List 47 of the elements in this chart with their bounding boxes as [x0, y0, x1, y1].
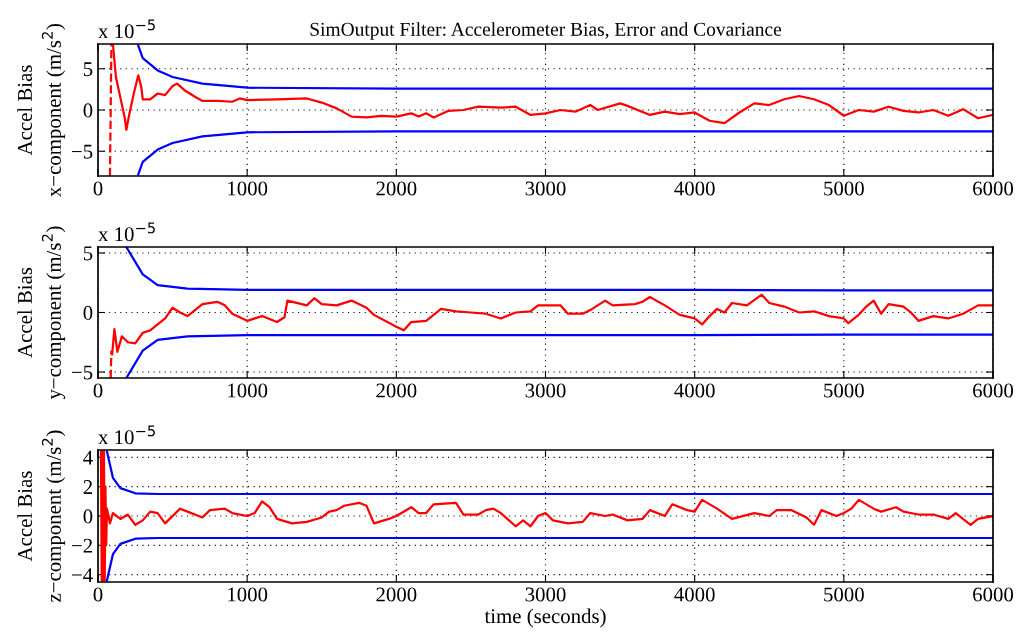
y-axis-title: Accel Bias x−component (m/s$^{2}$)	[17, 24, 66, 197]
x-tick-label: 1000	[228, 587, 268, 602]
x-tick-label: 3000	[525, 383, 566, 398]
x-tick-label: 2000	[376, 587, 417, 602]
x-tick-label: 6000	[973, 587, 1014, 602]
text: x 10$^{−5}$	[98, 19, 155, 39]
x-tick-label: 6000	[973, 181, 1014, 196]
line-series	[125, 333, 993, 378]
x-tick-label: 0	[93, 181, 103, 196]
text: x 10$^{−5}$	[98, 222, 155, 242]
x-tick-label: 6000	[973, 383, 1014, 398]
x-tick-label: 0	[93, 383, 103, 398]
y-axis-title: Accel Bias y−component (m/s$^{2}$)	[17, 226, 66, 400]
y-tick-label: 4	[83, 450, 93, 465]
y-tick-label: −5	[72, 365, 93, 380]
chart-title: SimOutput Filter: Accelerometer Bias, Error and Covariance	[310, 22, 782, 40]
line-series	[137, 44, 993, 90]
x-tick-label: 2000	[376, 181, 417, 196]
x-tick-label: 5000	[824, 181, 864, 196]
y-tick-label: −2	[72, 538, 92, 553]
x-tick-label: 1000	[228, 181, 268, 196]
x-tick-label: 4000	[674, 587, 715, 602]
line-series	[105, 536, 993, 582]
x-tick-label: 4000	[674, 181, 715, 196]
text: x 10$^{−5}$	[98, 425, 155, 445]
line-series	[125, 247, 993, 292]
x-tick-label: 0	[93, 587, 103, 602]
y-tick-label: 0	[83, 509, 93, 524]
y-tick-label: −4	[72, 568, 93, 582]
line-series	[99, 450, 993, 582]
x-tick-label: 5000	[824, 383, 864, 398]
y-tick-label: 0	[83, 305, 93, 320]
x-axis-title: time (seconds)	[484, 608, 606, 628]
x-tick-label: 1000	[228, 383, 268, 398]
x-tick-label: 4000	[674, 383, 715, 398]
x-tick-label: 5000	[824, 587, 864, 602]
y-tick-label: 2	[83, 480, 92, 494]
y-tick-label: 5	[83, 62, 93, 77]
y-tick-label: −5	[72, 144, 93, 159]
x-tick-label: 3000	[525, 587, 566, 602]
y-tick-label: 5	[83, 246, 93, 261]
y-axis-title: Accel Bias z−component (m/s$^{2}$)	[17, 430, 66, 602]
x-tick-label: 3000	[525, 181, 566, 196]
line-series	[105, 450, 993, 496]
y-tick-label: 0	[83, 103, 93, 118]
x-tick-label: 2000	[376, 383, 417, 398]
line-series	[137, 130, 993, 176]
